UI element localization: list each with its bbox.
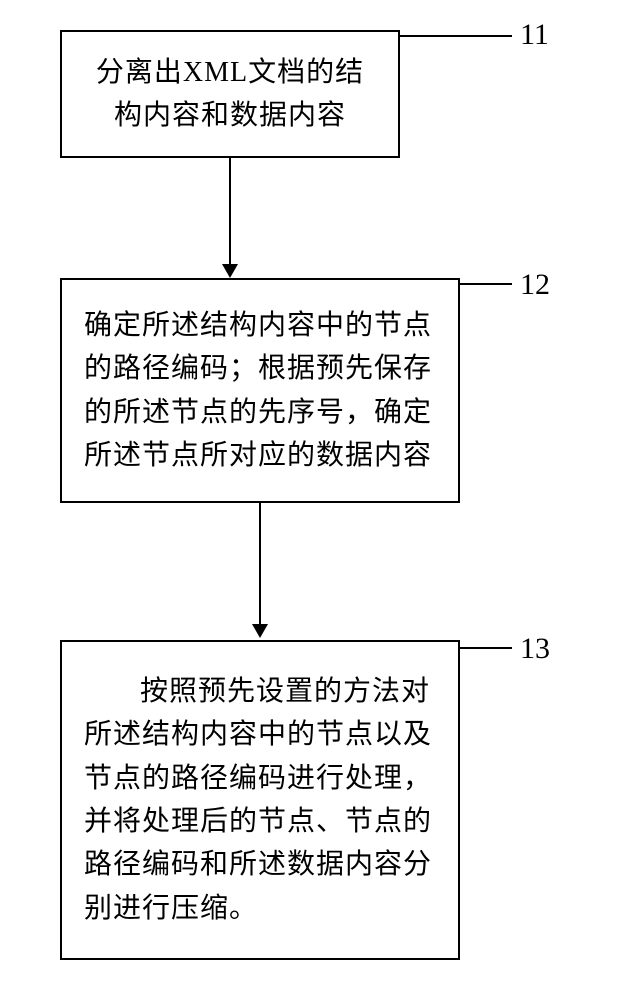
step-box-2: 确定所述结构内容中的节点的路径编码；根据预先保存的所述节点的先序号，确定所述节点… — [60, 278, 460, 503]
step-label-3: 13 — [520, 632, 550, 666]
step-text-2: 确定所述结构内容中的节点的路径编码；根据预先保存的所述节点的先序号，确定所述节点… — [84, 304, 436, 478]
step-label-2: 12 — [520, 268, 550, 302]
step-label-1: 11 — [520, 18, 549, 52]
arrow-2-line — [259, 503, 261, 626]
step-box-1: 分离出XML文档的结构内容和数据内容 — [60, 30, 400, 158]
step-text-1: 分离出XML文档的结构内容和数据内容 — [84, 51, 376, 138]
flowchart-canvas: 分离出XML文档的结构内容和数据内容 11 确定所述结构内容中的节点的路径编码；… — [0, 0, 624, 1000]
arrow-1-head — [222, 264, 238, 278]
arrow-2-head — [252, 624, 268, 638]
step-box-3: 按照预先设置的方法对所述结构内容中的节点以及节点的路径编码进行处理，并将处理后的… — [60, 640, 460, 960]
arrow-1-line — [229, 158, 231, 266]
step-text-3: 按照预先设置的方法对所述结构内容中的节点以及节点的路径编码进行处理，并将处理后的… — [84, 670, 436, 930]
